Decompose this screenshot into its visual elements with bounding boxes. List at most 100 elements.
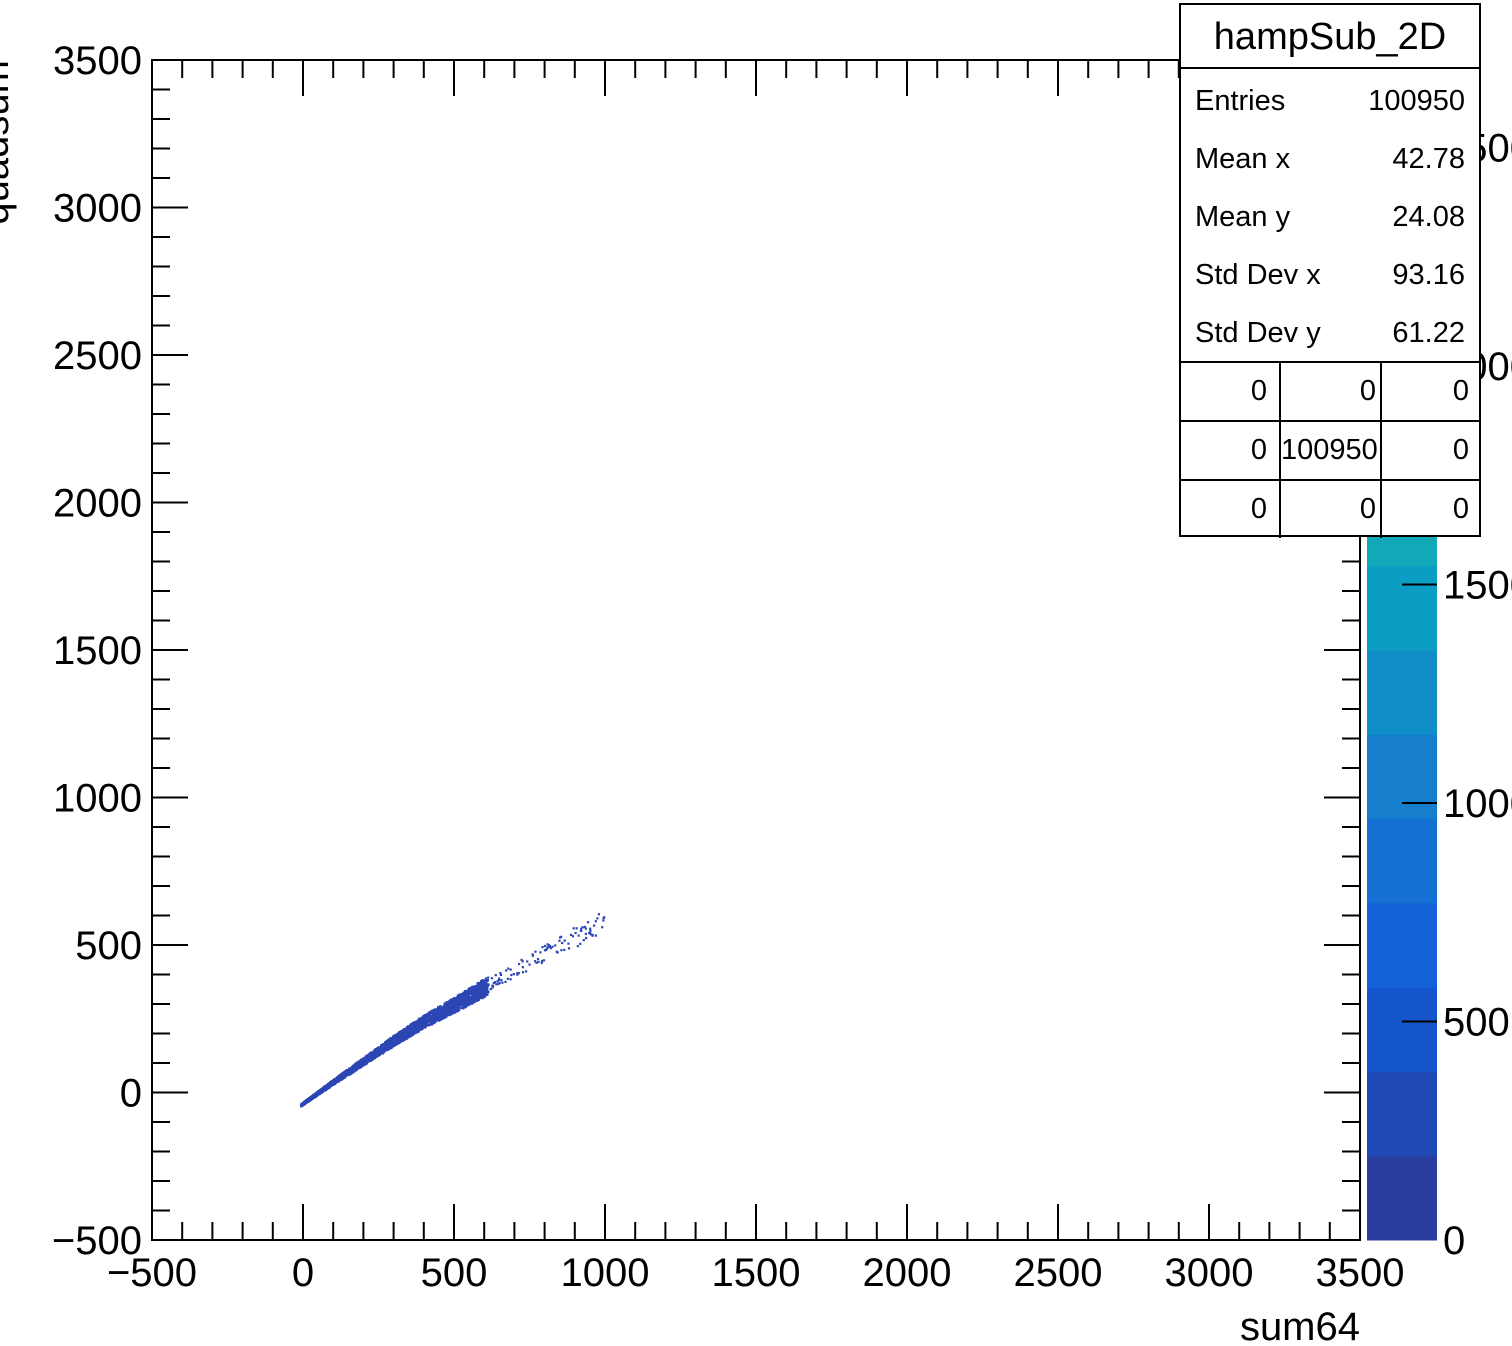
histogram-cell: [392, 1035, 395, 1038]
histogram-cell: [354, 1064, 357, 1067]
stats-grid-cell: 0: [1452, 434, 1469, 466]
histogram-cell: [393, 1044, 396, 1047]
histogram-cell: [422, 1025, 425, 1029]
histogram-cell: [396, 1039, 399, 1043]
histogram-cell: [409, 1035, 412, 1038]
histogram-cell: [452, 1004, 455, 1008]
stats-label: Mean y: [1195, 201, 1291, 233]
histogram-cell: [334, 1082, 337, 1085]
histogram-cell: [549, 947, 552, 950]
histogram-cell: [592, 924, 596, 927]
histogram-cell: [480, 979, 483, 983]
histogram-cell: [416, 1023, 419, 1026]
histogram-cell: [472, 986, 476, 990]
histogram-cell: [486, 984, 490, 988]
histogram-cell: [432, 1014, 436, 1018]
histogram-cell: [397, 1031, 400, 1034]
histogram-cell: [433, 1010, 436, 1013]
histogram-cell: [434, 1012, 437, 1015]
histogram-cell: [464, 991, 467, 994]
histogram-cell: [359, 1059, 362, 1062]
histogram-cell: [449, 1001, 452, 1005]
histogram-cell: [456, 1004, 459, 1007]
histogram-cell: [415, 1022, 418, 1025]
histogram-cell: [414, 1024, 417, 1027]
histogram-cell: [419, 1028, 422, 1031]
histogram-cell: [484, 991, 487, 994]
histogram-cell: [467, 991, 470, 994]
histogram-cell: [512, 973, 516, 976]
histogram-cell: [412, 1027, 415, 1031]
histogram-cell: [464, 1000, 467, 1003]
histogram-cell: [371, 1056, 375, 1059]
histogram-cell: [439, 1005, 442, 1008]
histogram-cell: [450, 1012, 453, 1015]
histogram-cell: [487, 976, 490, 979]
histogram-cell: [467, 989, 470, 992]
histogram-cell: [449, 1006, 452, 1009]
histogram-cell: [440, 1016, 443, 1019]
histogram-cell: [436, 1016, 440, 1020]
histogram-cell: [388, 1047, 391, 1050]
histogram-cell: [485, 988, 489, 991]
histogram-cell: [442, 1016, 445, 1019]
histogram-cell: [438, 1015, 441, 1018]
histogram-cell: [537, 960, 540, 963]
histogram-cell: [365, 1059, 368, 1062]
histogram-cell: [396, 1035, 399, 1038]
histogram-cell: [452, 1007, 456, 1010]
histogram-cell: [392, 1039, 395, 1043]
histogram-cell: [463, 1003, 466, 1006]
histogram-cell: [541, 959, 544, 963]
histogram-cell: [351, 1065, 354, 1068]
histogram-cell: [521, 971, 525, 974]
histogram-cell: [343, 1074, 346, 1077]
stats-value: 24.08: [1392, 201, 1465, 233]
histogram-cell: [374, 1050, 378, 1053]
histogram-cell: [458, 1002, 462, 1005]
y-tick-label: 3000: [53, 187, 142, 231]
histogram-cell: [596, 917, 599, 920]
histogram-cell: [337, 1077, 341, 1080]
histogram-cell: [470, 988, 473, 992]
histogram-cell: [433, 1021, 436, 1024]
histogram-cell: [594, 920, 597, 923]
histogram-cell: [484, 979, 487, 982]
histogram-cell: [597, 913, 600, 916]
histogram-cell: [427, 1019, 430, 1022]
histogram-cell: [410, 1023, 413, 1026]
histogram-cell: [445, 1005, 448, 1008]
histogram-cell: [431, 1019, 434, 1022]
histogram-cell: [474, 996, 478, 999]
x-tick-label: 1000: [561, 1251, 650, 1295]
histogram-cell: [481, 988, 484, 991]
histogram-cell: [419, 1021, 422, 1024]
histogram-cell: [450, 1004, 453, 1007]
palette-color-1: [1367, 1071, 1437, 1157]
histogram-cell: [446, 1013, 449, 1016]
histogram-cell: [424, 1025, 428, 1028]
histogram-cell: [439, 1014, 442, 1017]
histogram-cell: [425, 1022, 429, 1025]
histogram-cell: [459, 1003, 462, 1007]
histogram-cell: [352, 1068, 355, 1071]
histogram-cell: [455, 1008, 458, 1011]
histogram-cell: [352, 1066, 355, 1070]
histogram-cell: [432, 1011, 435, 1015]
histogram-cell: [355, 1064, 359, 1067]
histogram-cell: [571, 935, 575, 938]
histogram-cell: [468, 999, 472, 1003]
histogram-cell: [320, 1087, 323, 1091]
histogram-cell: [489, 987, 492, 991]
histogram-cell: [586, 921, 590, 924]
histogram-cell: [477, 981, 480, 985]
histogram-cell: [577, 934, 580, 937]
histogram-cell: [406, 1032, 409, 1035]
histogram-cell: [343, 1075, 346, 1079]
histogram-cell: [457, 1003, 460, 1006]
histogram-cell: [450, 1010, 453, 1013]
x-tick-label: 3000: [1165, 1251, 1254, 1295]
histogram-cell: [449, 1013, 452, 1016]
histogram-cell: [371, 1058, 374, 1061]
